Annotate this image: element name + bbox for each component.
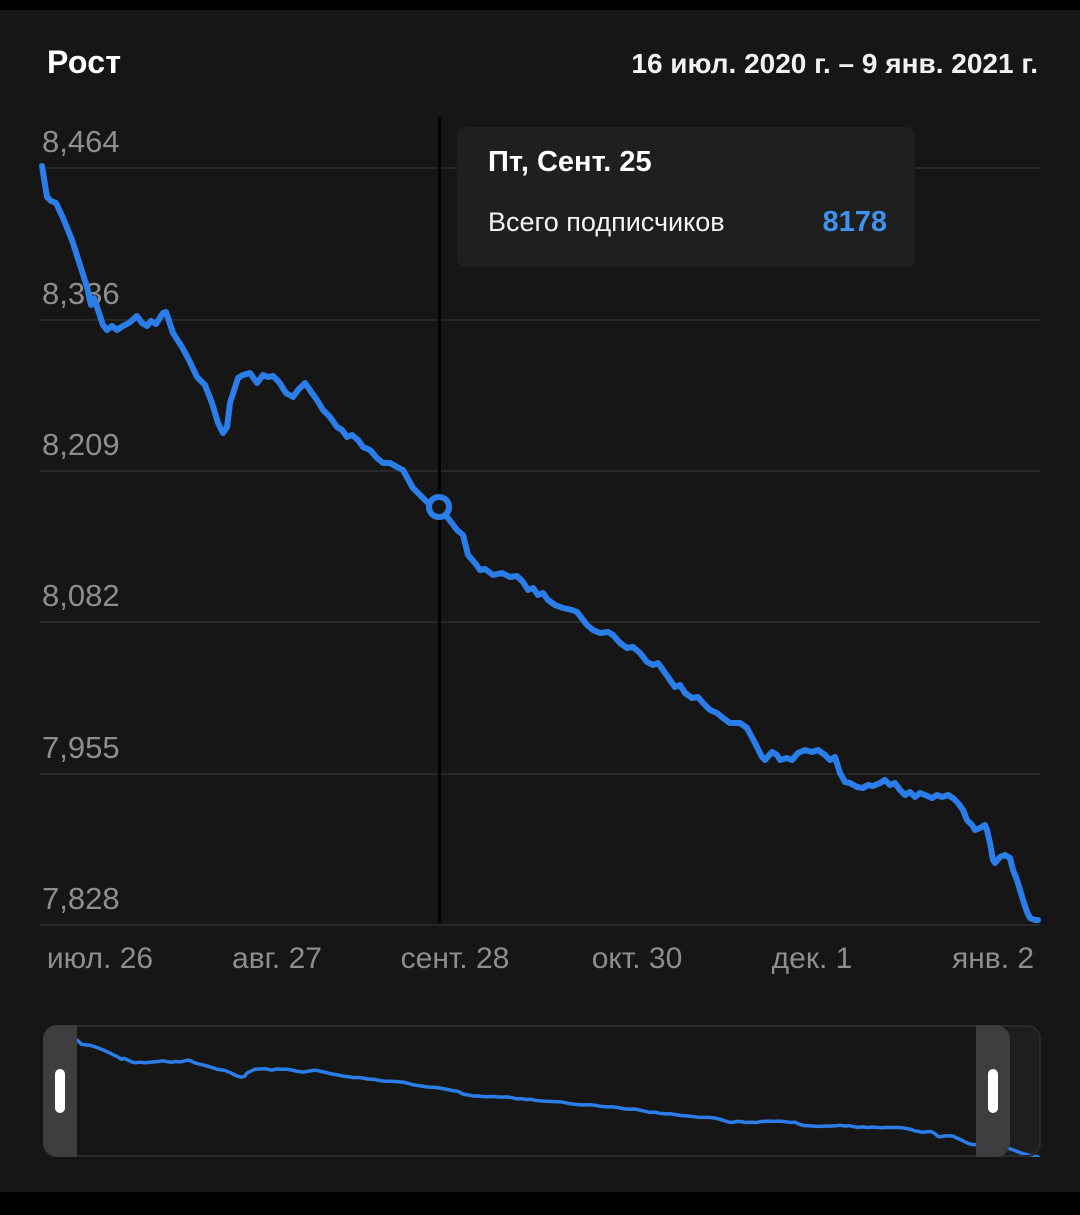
growth-line	[39, 163, 1041, 923]
date-range-label: 16 июл. 2020 г. – 9 янв. 2021 г.	[631, 48, 1038, 79]
minimap-line	[75, 1038, 1040, 1157]
scrubber-right-handle[interactable]	[976, 1025, 1010, 1157]
y-axis-tick-label: 8,464	[42, 124, 120, 159]
y-axis-tick-label: 7,828	[42, 881, 120, 916]
crosshair-line	[438, 117, 441, 923]
right-handle-grip-icon	[988, 1069, 998, 1113]
chart-tooltip: Пт, Сент. 25 Всего подписчиков 8178	[457, 127, 915, 267]
gridline	[40, 773, 1040, 775]
gridline	[40, 621, 1040, 623]
tooltip-date: Пт, Сент. 25	[488, 146, 652, 178]
gridline	[40, 924, 1040, 926]
x-axis-tick-label: дек. 1	[771, 942, 853, 975]
x-axis-tick-label: сент. 28	[400, 942, 510, 975]
scrubber-excluded-region	[1008, 1025, 1041, 1157]
selected-point-marker	[426, 494, 452, 520]
minimap-svg	[75, 1038, 1040, 1157]
x-axis-tick-label: янв. 2	[951, 942, 1035, 975]
page-title: Рост	[47, 44, 122, 80]
gridline	[40, 470, 1040, 472]
x-axis-tick-label: июл. 26	[46, 942, 154, 975]
y-axis-tick-label: 8,209	[42, 427, 120, 462]
y-axis-tick-label: 8,082	[42, 578, 120, 613]
status-bar	[0, 0, 1080, 10]
x-axis-tick-label: авг. 27	[232, 942, 322, 975]
y-axis-tick-label: 8,336	[42, 276, 120, 311]
y-axis-tick-label: 7,955	[42, 730, 120, 765]
x-axis-tick-label: окт. 30	[591, 942, 683, 975]
tooltip-value: 8178	[822, 206, 887, 238]
tooltip-metric-label: Всего подписчиков	[488, 207, 725, 237]
left-handle-grip-icon	[55, 1069, 65, 1113]
scrubber-left-handle[interactable]	[43, 1025, 77, 1157]
gridline	[40, 319, 1040, 321]
navigation-bar	[0, 1192, 1080, 1215]
